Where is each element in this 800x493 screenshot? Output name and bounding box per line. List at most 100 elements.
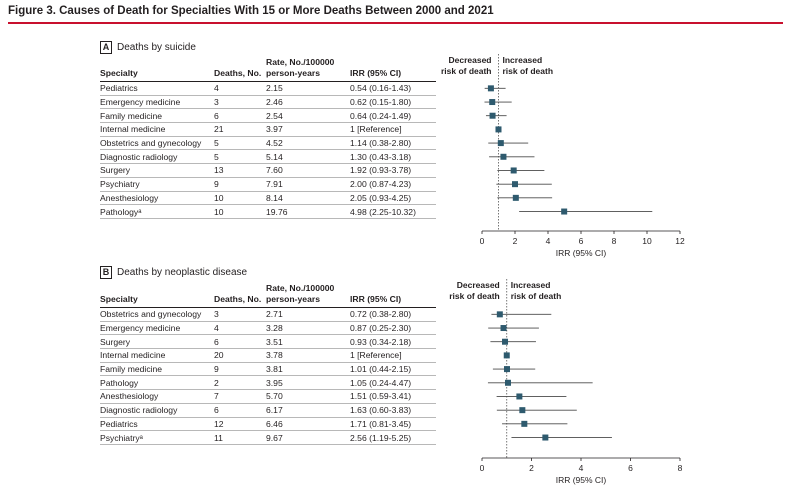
x-tick-label: 4 (579, 463, 584, 473)
cell-irr: 1.51 (0.59-3.41) (350, 389, 436, 404)
cell-irr: 0.87 (0.25-2.30) (350, 321, 436, 336)
cell-rate: 8.14 (266, 191, 350, 206)
cell-deaths: 10 (214, 191, 266, 206)
cell-deaths: 2 (214, 375, 266, 391)
col-deaths: Deaths, No. (214, 57, 266, 82)
cell-deaths: 10 (214, 204, 266, 219)
table-row: Internal medicine 20 3.78 1 [Reference] (100, 348, 436, 363)
estimate-marker (487, 85, 494, 92)
panel-a-title: Deaths by suicide (117, 42, 196, 53)
x-tick-label: 0 (480, 463, 485, 473)
table-row: Surgery 13 7.60 1.92 (0.93-3.78) (100, 163, 436, 178)
increased-risk-label: risk of death (511, 291, 562, 301)
cell-specialty: Pediatrics (100, 417, 214, 432)
estimate-marker (497, 140, 504, 147)
cell-rate: 9.67 (266, 430, 350, 445)
cell-specialty: Emergency medicine (100, 95, 214, 110)
cell-rate: 3.51 (266, 334, 350, 350)
decreased-risk-label: risk of death (449, 291, 500, 301)
cell-irr: 0.62 (0.15-1.80) (350, 95, 436, 110)
x-tick-label: 2 (513, 236, 518, 246)
table-row: Anesthesiology 7 5.70 1.51 (0.59-3.41) (100, 389, 436, 404)
cell-deaths: 5 (214, 149, 266, 165)
cell-rate: 2.15 (266, 81, 350, 96)
cell-rate: 5.14 (266, 149, 350, 165)
col-rate-bottom: person-years (266, 294, 320, 304)
cell-rate: 6.17 (266, 403, 350, 418)
x-tick-label: 8 (678, 463, 683, 473)
table-row: Psychiatry 9 7.91 2.00 (0.87-4.23) (100, 177, 436, 192)
x-axis-label: IRR (95% CI) (556, 248, 607, 258)
cell-deaths: 6 (214, 403, 266, 418)
estimate-marker (503, 352, 510, 359)
estimate-marker (500, 153, 507, 160)
table-row: Family medicine 9 3.81 1.01 (0.44-2.15) (100, 362, 436, 377)
cell-irr: 1.63 (0.60-3.83) (350, 403, 436, 418)
cell-specialty: Pediatrics (100, 81, 214, 96)
cell-rate: 3.78 (266, 348, 350, 363)
panel-a-heading: A Deaths by suicide (100, 41, 196, 54)
cell-specialty: Family medicine (100, 108, 214, 124)
table-row: Emergency medicine 4 3.28 0.87 (0.25-2.30) (100, 321, 436, 336)
panel-a-table: Specialty Deaths, No. Rate, No./100000 pe… (100, 57, 436, 219)
estimate-marker (495, 126, 502, 133)
cell-rate: 3.81 (266, 362, 350, 377)
table-row: Pathologyᵃ 10 19.76 4.98 (2.25-10.32) (100, 204, 436, 219)
increased-risk-label: risk of death (503, 66, 554, 76)
table-row: Surgery 6 3.51 0.93 (0.34-2.18) (100, 334, 436, 350)
estimate-marker (512, 181, 518, 188)
estimate-marker (512, 194, 519, 201)
cell-specialty: Pathologyᵃ (100, 204, 214, 219)
decreased-risk-label: Decreased (457, 280, 500, 290)
estimate-marker (561, 208, 568, 215)
cell-deaths: 7 (214, 389, 266, 404)
cell-specialty: Pathology (100, 375, 214, 391)
cell-irr: 1 [Reference] (350, 122, 436, 137)
cell-rate: 19.76 (266, 204, 350, 219)
cell-specialty: Emergency medicine (100, 321, 214, 336)
cell-specialty: Internal medicine (100, 348, 214, 363)
table-row: Obstetrics and gynecology 5 4.52 1.14 (0.38… (100, 136, 436, 151)
cell-rate: 7.91 (266, 177, 350, 192)
estimate-marker (504, 379, 511, 386)
x-tick-label: 10 (642, 236, 652, 246)
cell-irr: 0.54 (0.16-1.43) (350, 81, 436, 96)
panel-b-table: Specialty Deaths, No. Rate, No./100000 pe… (100, 283, 436, 445)
cell-irr: 1.14 (0.38-2.80) (350, 136, 436, 151)
cell-specialty: Psychiatry (100, 177, 214, 192)
estimate-marker (500, 325, 507, 332)
cell-rate: 2.71 (266, 307, 350, 322)
col-irr: IRR (95% CI) (350, 283, 436, 308)
cell-irr: 2.00 (0.87-4.23) (350, 177, 436, 192)
cell-irr: 4.98 (2.25-10.32) (350, 204, 436, 219)
cell-specialty: Surgery (100, 163, 214, 178)
col-rate: Rate, No./100000 person-years (266, 283, 350, 308)
cell-irr: 1.30 (0.43-3.18) (350, 149, 436, 165)
col-rate-top: Rate, No./100000 (266, 283, 335, 293)
estimate-marker (516, 393, 523, 400)
cell-irr: 1.71 (0.81-3.45) (350, 417, 436, 432)
cell-specialty: Surgery (100, 334, 214, 350)
cell-deaths: 6 (214, 108, 266, 124)
x-tick-label: 12 (675, 236, 685, 246)
cell-irr: 0.72 (0.38-2.80) (350, 307, 436, 322)
estimate-marker (489, 99, 496, 106)
increased-risk-label: Increased (503, 55, 543, 65)
panel-b-heading: B Deaths by neoplastic disease (100, 266, 247, 279)
table-row: Internal medicine 21 3.97 1 [Reference] (100, 122, 436, 137)
x-tick-label: 2 (529, 463, 534, 473)
col-rate: Rate, No./100000 person-years (266, 57, 350, 82)
cell-deaths: 11 (214, 430, 266, 445)
estimate-marker (503, 366, 510, 373)
cell-deaths: 3 (214, 307, 266, 322)
cell-rate: 4.52 (266, 136, 350, 151)
col-rate-top: Rate, No./100000 (266, 57, 335, 67)
title-rule (8, 22, 783, 24)
cell-deaths: 9 (214, 362, 266, 377)
cell-irr: 0.64 (0.24-1.49) (350, 108, 436, 124)
cell-deaths: 13 (214, 163, 266, 178)
estimate-marker (510, 167, 517, 174)
col-specialty: Specialty (100, 283, 214, 308)
table-row: Pediatrics 12 6.46 1.71 (0.81-3.45) (100, 417, 436, 432)
